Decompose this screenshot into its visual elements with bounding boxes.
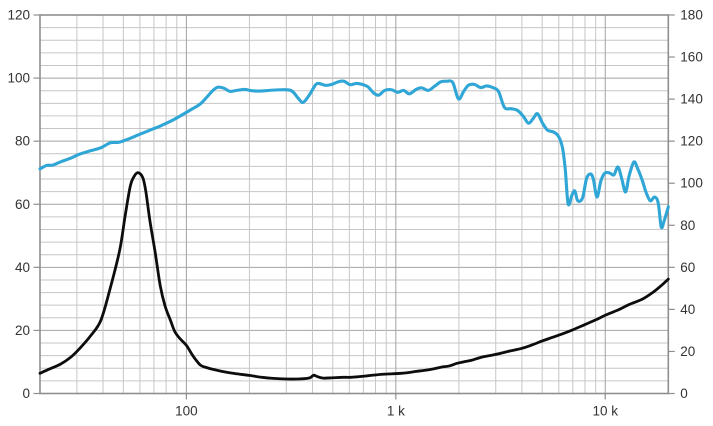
axis-ticks [33,14,675,400]
y-left-tick-label: 100 [7,71,30,86]
y-left-tick-label: 40 [15,260,30,275]
spl-frequency-response-curve [38,79,670,230]
y-right-tick-label: 80 [680,218,695,233]
y-right-tick-label: 160 [680,50,703,65]
x-tick-label: 10 k [592,404,618,419]
horizontal-major-gridlines [40,77,669,331]
y-right-tick-label: 40 [680,302,695,317]
y-right-tick-label: 140 [680,92,703,107]
y-left-tick-label: 120 [7,8,30,23]
y-right-tick-label: 180 [680,8,703,23]
y-left-tick-label: 0 [22,386,30,401]
y-right-tick-label: 20 [680,344,695,359]
x-tick-label: 1 k [387,404,405,419]
y-right-tick-label: 0 [680,386,688,401]
y-left-tick-label: 80 [15,134,30,149]
y-right-tick-label: 120 [680,134,703,149]
y-left-tick-label: 20 [15,323,30,338]
axis-labels: 0 20 40 60 80 100 120 0 20 40 60 80 100 120 140 160 180 1… [7,8,702,419]
vertical-minor-gridlines [76,15,597,394]
impedance-curve [38,171,670,381]
y-right-tick-label: 60 [680,260,695,275]
x-tick-label: 100 [175,404,198,419]
y-left-tick-label: 60 [15,197,30,212]
horizontal-minor-gridlines [40,27,669,382]
vertical-major-gridlines [185,15,606,394]
y-right-tick-label: 100 [680,176,703,191]
